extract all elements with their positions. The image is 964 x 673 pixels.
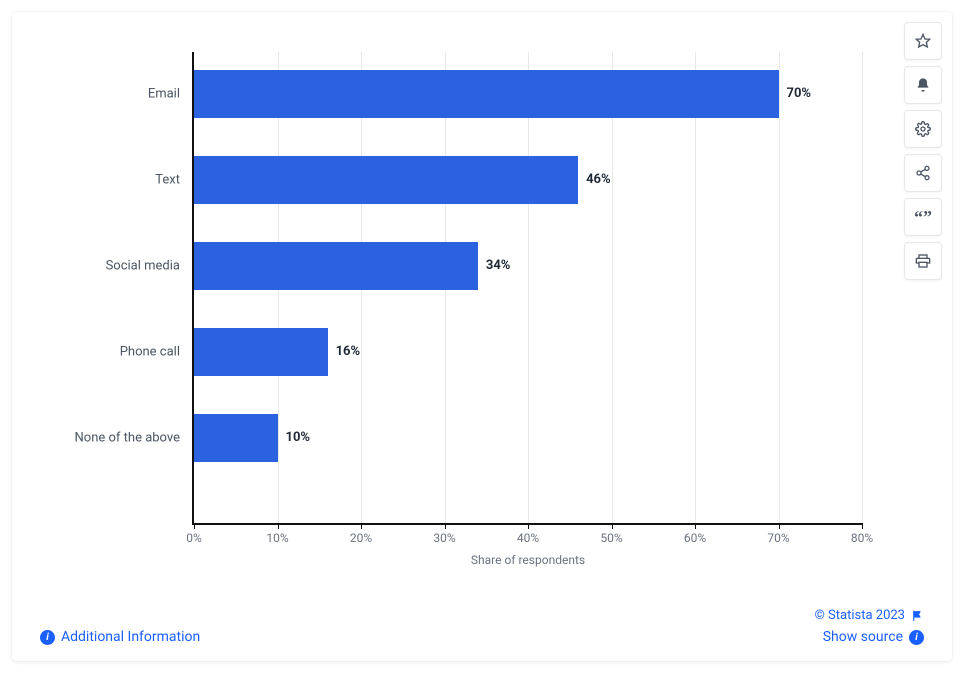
- bar-value-label: 46%: [586, 172, 611, 187]
- bar-value-label: 10%: [286, 430, 311, 445]
- gridline: [695, 52, 696, 523]
- chart-area: Share of respondents 0%10%20%30%40%50%60…: [32, 32, 882, 581]
- star-icon: [915, 33, 931, 49]
- favorite-button[interactable]: [904, 22, 942, 60]
- gear-icon: [915, 121, 931, 137]
- plot-area: Share of respondents 0%10%20%30%40%50%60…: [192, 52, 862, 525]
- y-category-label: Phone call: [120, 345, 194, 360]
- bar: [194, 156, 578, 204]
- y-category-label: Email: [148, 87, 194, 102]
- x-tick-label: 20%: [350, 523, 372, 545]
- print-button[interactable]: [904, 242, 942, 280]
- y-category-label: None of the above: [75, 431, 194, 446]
- gridline: [862, 52, 863, 523]
- copyright: © Statista 2023: [815, 608, 924, 623]
- settings-button[interactable]: [904, 110, 942, 148]
- x-tick-label: 70%: [767, 523, 789, 545]
- bar: [194, 414, 278, 462]
- bar: [194, 242, 478, 290]
- gridline: [612, 52, 613, 523]
- additional-info-label: Additional Information: [61, 629, 200, 645]
- bar-value-label: 34%: [486, 258, 511, 273]
- info-icon: i: [909, 630, 924, 645]
- y-category-label: Text: [155, 173, 194, 188]
- copyright-text: © Statista 2023: [815, 608, 905, 623]
- bar: [194, 70, 779, 118]
- additional-info-link[interactable]: i Additional Information: [40, 629, 200, 645]
- gridline: [779, 52, 780, 523]
- toolbar: “”: [904, 22, 942, 280]
- info-icon: i: [40, 630, 55, 645]
- x-tick-label: 60%: [684, 523, 706, 545]
- share-button[interactable]: [904, 154, 942, 192]
- print-icon: [915, 253, 931, 269]
- flag-icon: [911, 609, 924, 622]
- bar: [194, 328, 328, 376]
- x-tick-label: 50%: [600, 523, 622, 545]
- y-category-label: Social media: [106, 259, 194, 274]
- show-source-link[interactable]: Show source i: [815, 629, 924, 645]
- x-tick-label: 10%: [266, 523, 288, 545]
- show-source-label: Show source: [823, 629, 903, 645]
- notify-button[interactable]: [904, 66, 942, 104]
- bell-icon: [915, 77, 931, 93]
- cite-button[interactable]: “”: [904, 198, 942, 236]
- bar-value-label: 70%: [787, 86, 812, 101]
- quote-icon: “”: [914, 208, 932, 226]
- x-tick-label: 80%: [851, 523, 873, 545]
- footer: i Additional Information © Statista 2023…: [40, 608, 924, 645]
- footer-right: © Statista 2023 Show source i: [815, 608, 924, 645]
- chart-card: “” Share of respondents 0%10%20%30%40%50…: [12, 12, 952, 661]
- x-tick-label: 30%: [433, 523, 455, 545]
- share-icon: [915, 165, 931, 181]
- x-tick-label: 0%: [186, 523, 202, 545]
- bar-value-label: 16%: [336, 344, 361, 359]
- gridline: [528, 52, 529, 523]
- x-tick-label: 40%: [517, 523, 539, 545]
